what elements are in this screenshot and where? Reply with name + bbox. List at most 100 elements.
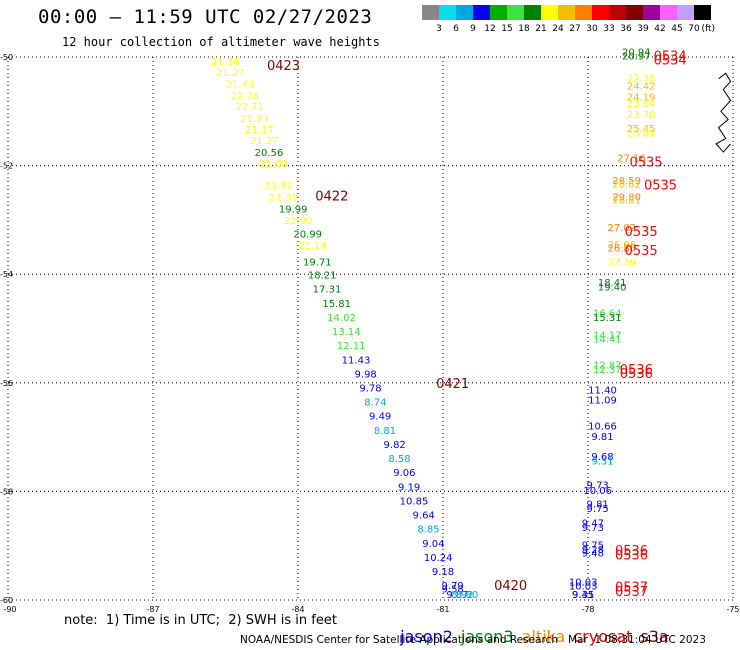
colorbar-tick-label: 12 — [484, 24, 495, 34]
colorbar-tick-label: 27 — [569, 24, 580, 34]
swh-data-label: 9.81 — [591, 432, 613, 443]
colorbar-swatch — [643, 5, 660, 20]
colorbar-tick-label: 18 — [518, 24, 530, 34]
track-id-label: 0537 — [615, 580, 648, 595]
swh-data-label: 9.19 — [398, 482, 420, 493]
swh-data-label: 26.81 — [612, 196, 641, 207]
swh-data-label: 8.81 — [374, 426, 396, 437]
track-id-label: 0422 — [315, 189, 348, 204]
swh-data-label: 9.28 — [582, 545, 604, 556]
swh-data-label: 9.18 — [432, 567, 454, 578]
colorbar-swatch — [422, 5, 439, 20]
satellite-legend: jason2 jason3 altika cryosat s3a — [390, 608, 677, 646]
colorbar-swatch — [660, 5, 677, 20]
track-id-label: 0536 — [615, 548, 648, 563]
swh-data-label: 9.31 — [572, 590, 594, 601]
swh-data-label: 21.09 — [260, 159, 289, 170]
swh-data-label: 20.99 — [293, 229, 322, 240]
y-tick-label: -56 — [0, 379, 13, 388]
track-id-label: 0535 — [625, 225, 658, 240]
swh-data-label: 9.87 — [446, 590, 468, 601]
swh-data-label: 22.71 — [235, 102, 264, 113]
track-id-label: 0534 — [654, 54, 687, 69]
wave-height-map: -90 -87 -84 -81 -78 -75 -50 -52 -54 -56 -58 -60 21.3… — [0, 47, 740, 614]
swh-data-label: 20.56 — [255, 148, 284, 159]
swh-data-label: 9.98 — [355, 369, 377, 380]
coastline — [715, 72, 732, 153]
swh-data-label: 16.64 — [593, 309, 622, 320]
chart-subtitle: 12 hour collection of altimeter wave hei… — [62, 35, 380, 49]
colorbar-tick-label: 6 — [453, 24, 459, 34]
y-tick-label: -60 — [0, 596, 13, 605]
track-id-label: 0420 — [494, 579, 527, 594]
swh-data-label: 10.06 — [583, 486, 612, 497]
colorbar-swatch — [439, 5, 456, 20]
swh-data-label: 9.68 — [591, 452, 613, 463]
swh-data-label: 9.75 — [587, 504, 609, 515]
y-tick-label: -50 — [0, 53, 13, 62]
swh-data-label: 8.80 — [456, 590, 478, 601]
swh-data-label: 9.82 — [384, 440, 406, 451]
colorbar-tick-label: 33 — [603, 24, 614, 34]
x-tick-label: -87 — [146, 605, 159, 614]
swh-data-label: 10.24 — [424, 553, 453, 564]
colorbar-tick-label: 3 — [436, 24, 442, 34]
swh-data-label: 9.79 — [442, 581, 464, 592]
swh-data-label: 22.00 — [284, 216, 313, 227]
swh-data-label: 20.97 — [622, 52, 651, 63]
x-tick-label: -90 — [3, 605, 16, 614]
swh-data-label: 11.43 — [342, 355, 371, 366]
swh-data-label: 18.41 — [598, 278, 627, 289]
swh-data-label: 9.64 — [413, 511, 435, 522]
swh-data-label: 27.02 — [608, 223, 637, 234]
track-id-label: 0534 — [654, 49, 687, 64]
color-scale-bar: 3 6 9 12 15 18 21 24 27 30 33 36 39 42 45 70 (ft) — [422, 5, 715, 34]
swh-data-label: 8.92 — [451, 590, 473, 601]
colorbar-swatch — [626, 5, 643, 20]
swh-data-label: 26.06 — [608, 240, 637, 251]
track-id-label: 0423 — [267, 59, 300, 74]
swh-data-label: 10.85 — [400, 496, 429, 507]
swh-data-label: 21.27 — [216, 68, 245, 79]
swh-data-label: 8.58 — [388, 454, 410, 465]
swh-data-label: 25.45 — [627, 124, 656, 135]
y-tick-label: -58 — [0, 487, 13, 496]
colorbar-swatch — [507, 5, 524, 20]
y-tick-label: -52 — [0, 162, 13, 171]
x-tick-label: -75 — [726, 605, 739, 614]
swh-data-label: 9.31 — [591, 456, 613, 467]
colorbar-swatch — [592, 5, 609, 20]
track-id-label: 0537 — [615, 585, 648, 600]
colorbar-swatch — [541, 5, 558, 20]
swh-data-label: 11.09 — [588, 395, 617, 406]
swh-data-label: 24.19 — [627, 92, 656, 103]
swh-data-label: 10.66 — [588, 421, 617, 432]
colorbar-tick-label: 24 — [552, 24, 564, 34]
swh-data-label: 10.03 — [569, 577, 598, 588]
x-tick-label: -78 — [581, 605, 594, 614]
swh-data-label: 21.31 — [269, 192, 298, 203]
track-id-label: 0535 — [625, 244, 658, 259]
legend-jason3: jason3 — [460, 627, 514, 646]
swh-data-label: 20.94 — [622, 47, 651, 58]
colorbar-swatch — [575, 5, 592, 20]
colorbar-swatch — [473, 5, 490, 20]
swh-data-label: 24.42 — [627, 82, 656, 93]
colorbar-swatch — [609, 5, 626, 20]
swh-data-label: 11.40 — [588, 386, 617, 397]
swh-data-label: 21.17 — [245, 125, 274, 136]
swh-data-label: 29.80 — [612, 192, 641, 203]
swh-data-label: 12.11 — [337, 341, 366, 352]
swh-data-label: 9.75 — [582, 540, 604, 551]
legend-cryosat: cryosat — [573, 627, 633, 646]
swh-data-label: 18.21 — [308, 271, 337, 282]
swh-data-label: 21.27 — [250, 136, 279, 147]
track-id-label: 0421 — [436, 377, 469, 392]
swh-data-label: 28.59 — [612, 176, 641, 187]
swh-data-label: 9.48 — [582, 549, 604, 560]
track-id-label: 0535 — [629, 155, 662, 170]
x-tick-label: -84 — [291, 605, 304, 614]
swh-data-label: 8.85 — [417, 525, 439, 536]
swh-data-label: 23.84 — [627, 99, 656, 110]
swh-data-label: 9.06 — [393, 468, 415, 479]
